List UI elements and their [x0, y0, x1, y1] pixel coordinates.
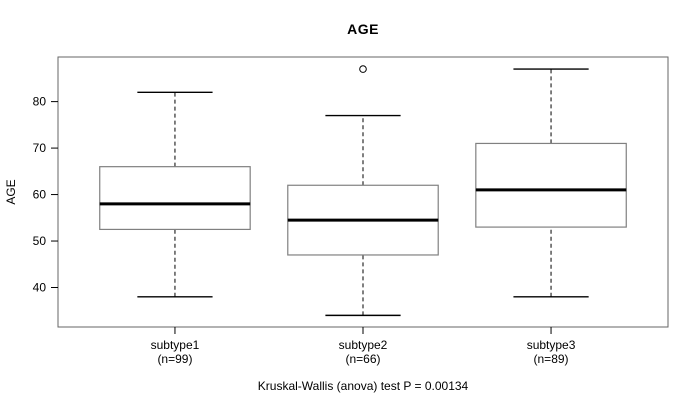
- x-category-sublabel: (n=89): [534, 352, 569, 366]
- y-tick-label: 80: [33, 95, 47, 109]
- y-tick-label: 60: [33, 188, 47, 202]
- x-category-label: subtype2: [339, 338, 388, 352]
- x-category-label: subtype1: [151, 338, 200, 352]
- x-category-sublabel: (n=66): [345, 352, 380, 366]
- x-category-sublabel: (n=99): [157, 352, 192, 366]
- stat-test-caption: Kruskal-Wallis (anova) test P = 0.00134: [257, 379, 469, 393]
- x-category-label: subtype3: [527, 338, 576, 352]
- iqr-box: [475, 142, 627, 228]
- y-tick-label: 70: [33, 141, 47, 155]
- y-axis-title: AGE: [4, 179, 18, 205]
- iqr-box: [99, 166, 251, 231]
- y-tick-label: 50: [33, 234, 47, 248]
- y-tick-label: 40: [33, 280, 47, 294]
- chart-title: AGE: [347, 21, 379, 37]
- outlier-point: [359, 65, 367, 73]
